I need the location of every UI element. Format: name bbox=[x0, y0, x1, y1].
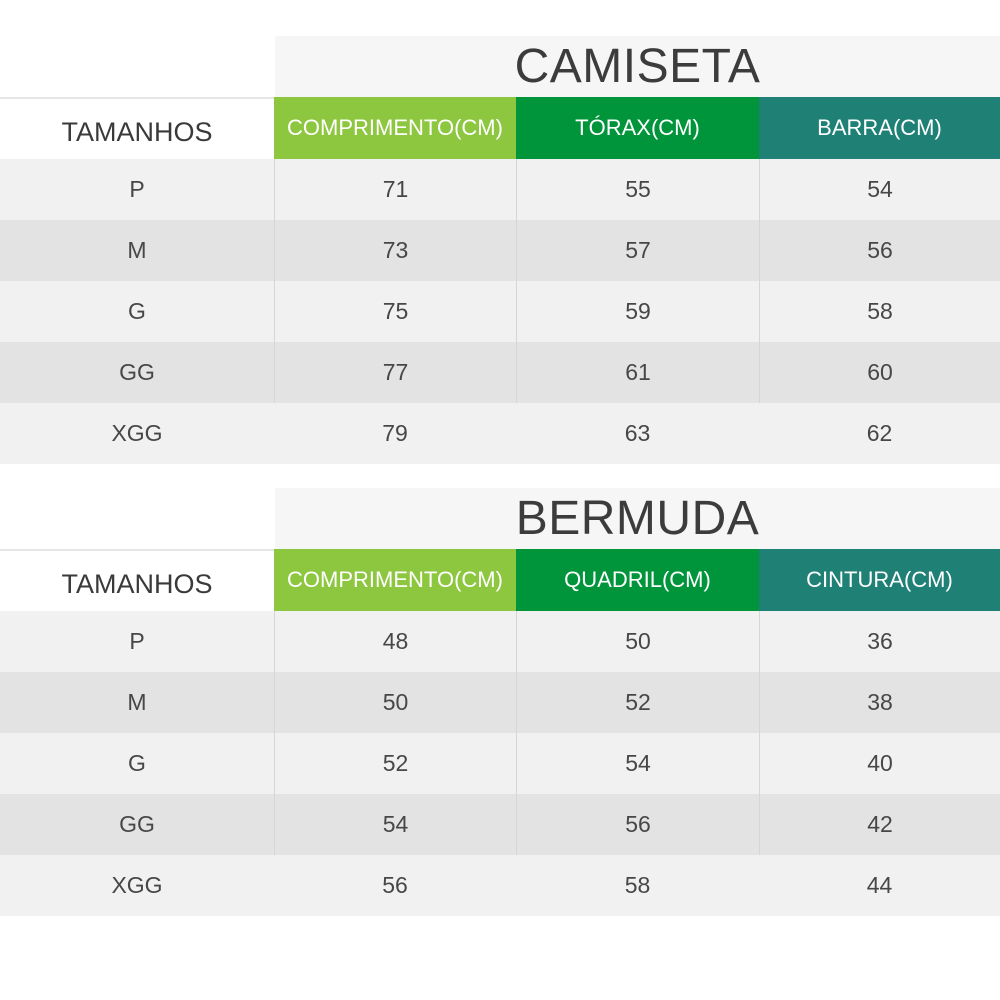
size-cell: GG bbox=[0, 794, 274, 855]
comprimento-cell: 73 bbox=[274, 220, 516, 281]
comprimento-cell: 48 bbox=[274, 611, 516, 672]
cintura-cell: 44 bbox=[759, 855, 1000, 916]
table-row: P 71 55 54 bbox=[0, 159, 1000, 220]
header-cintura: CINTURA(CM) bbox=[759, 549, 1000, 611]
table-row: G 52 54 40 bbox=[0, 733, 1000, 794]
quadril-cell: 58 bbox=[516, 855, 759, 916]
table-row: G 75 59 58 bbox=[0, 281, 1000, 342]
table-title: BERMUDA bbox=[275, 488, 1000, 549]
barra-cell: 56 bbox=[759, 220, 1000, 281]
size-grid: TAMANHOS COMPRIMENTO(CM) QUADRIL(CM) CIN… bbox=[0, 549, 1000, 916]
comprimento-cell: 50 bbox=[274, 672, 516, 733]
table-row: XGG 79 63 62 bbox=[0, 403, 1000, 464]
torax-cell: 63 bbox=[516, 403, 759, 464]
comprimento-cell: 71 bbox=[274, 159, 516, 220]
comprimento-cell: 75 bbox=[274, 281, 516, 342]
cintura-cell: 42 bbox=[759, 794, 1000, 855]
header-quadril: QUADRIL(CM) bbox=[516, 549, 759, 611]
table-row: M 50 52 38 bbox=[0, 672, 1000, 733]
comprimento-cell: 54 bbox=[274, 794, 516, 855]
size-cell: M bbox=[0, 220, 274, 281]
quadril-cell: 50 bbox=[516, 611, 759, 672]
comprimento-cell: 52 bbox=[274, 733, 516, 794]
quadril-cell: 56 bbox=[516, 794, 759, 855]
torax-cell: 59 bbox=[516, 281, 759, 342]
torax-cell: 55 bbox=[516, 159, 759, 220]
quadril-cell: 54 bbox=[516, 733, 759, 794]
size-cell: GG bbox=[0, 342, 274, 403]
table-row: XGG 56 58 44 bbox=[0, 855, 1000, 916]
barra-cell: 60 bbox=[759, 342, 1000, 403]
size-cell: XGG bbox=[0, 403, 274, 464]
barra-cell: 54 bbox=[759, 159, 1000, 220]
header-barra: BARRA(CM) bbox=[759, 97, 1000, 159]
comprimento-cell: 77 bbox=[274, 342, 516, 403]
cintura-cell: 40 bbox=[759, 733, 1000, 794]
size-cell: M bbox=[0, 672, 274, 733]
comprimento-cell: 56 bbox=[274, 855, 516, 916]
header-comprimento: COMPRIMENTO(CM) bbox=[274, 97, 516, 159]
table-row: P 48 50 36 bbox=[0, 611, 1000, 672]
size-cell: P bbox=[0, 611, 274, 672]
torax-cell: 57 bbox=[516, 220, 759, 281]
header-torax: TÓRAX(CM) bbox=[516, 97, 759, 159]
size-cell: G bbox=[0, 733, 274, 794]
barra-cell: 58 bbox=[759, 281, 1000, 342]
size-cell: XGG bbox=[0, 855, 274, 916]
quadril-cell: 52 bbox=[516, 672, 759, 733]
table-title: CAMISETA bbox=[275, 36, 1000, 97]
header-tamanhos: TAMANHOS bbox=[0, 97, 274, 159]
table-row: GG 77 61 60 bbox=[0, 342, 1000, 403]
size-cell: G bbox=[0, 281, 274, 342]
header-row: TAMANHOS COMPRIMENTO(CM) QUADRIL(CM) CIN… bbox=[0, 549, 1000, 611]
bermuda-size-table: BERMUDA TAMANHOS COMPRIMENTO(CM) QUADRIL… bbox=[0, 488, 1000, 916]
header-comprimento: COMPRIMENTO(CM) bbox=[274, 549, 516, 611]
size-grid: TAMANHOS COMPRIMENTO(CM) TÓRAX(CM) BARRA… bbox=[0, 97, 1000, 464]
table-row: GG 54 56 42 bbox=[0, 794, 1000, 855]
cintura-cell: 38 bbox=[759, 672, 1000, 733]
header-row: TAMANHOS COMPRIMENTO(CM) TÓRAX(CM) BARRA… bbox=[0, 97, 1000, 159]
barra-cell: 62 bbox=[759, 403, 1000, 464]
table-row: M 73 57 56 bbox=[0, 220, 1000, 281]
header-tamanhos: TAMANHOS bbox=[0, 549, 274, 611]
comprimento-cell: 79 bbox=[274, 403, 516, 464]
size-cell: P bbox=[0, 159, 274, 220]
cintura-cell: 36 bbox=[759, 611, 1000, 672]
torax-cell: 61 bbox=[516, 342, 759, 403]
camiseta-size-table: CAMISETA TAMANHOS COMPRIMENTO(CM) TÓRAX(… bbox=[0, 36, 1000, 464]
